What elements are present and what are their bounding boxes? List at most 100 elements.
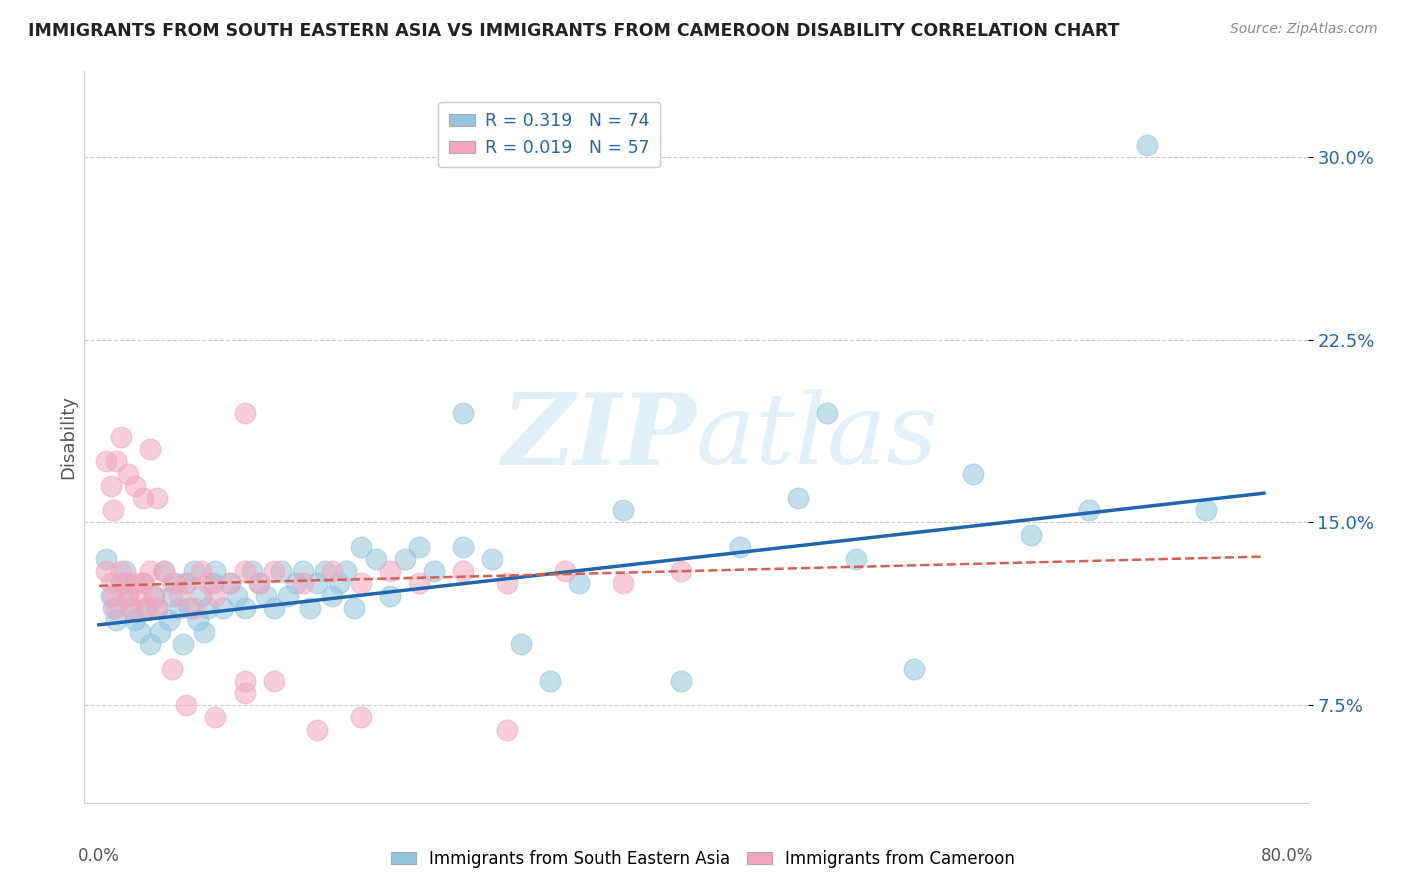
Point xyxy=(612,576,634,591)
Text: IMMIGRANTS FROM SOUTH EASTERN ASIA VS IMMIGRANTS FROM CAMEROON DISABILITY CORREL: IMMIGRANTS FROM SOUTH EASTERN ASIA VS IM… xyxy=(28,22,1119,40)
Point xyxy=(364,552,387,566)
Point xyxy=(495,723,517,737)
Point xyxy=(114,576,136,591)
Point xyxy=(219,576,242,591)
Point xyxy=(350,576,373,591)
Point xyxy=(157,613,180,627)
Point xyxy=(105,600,128,615)
Point xyxy=(120,600,142,615)
Point xyxy=(394,552,416,566)
Point xyxy=(139,564,162,578)
Point xyxy=(160,589,183,603)
Point xyxy=(408,576,430,591)
Point xyxy=(114,564,136,578)
Point xyxy=(263,673,285,688)
Point xyxy=(254,589,277,603)
Point xyxy=(103,600,125,615)
Point xyxy=(131,576,153,591)
Point xyxy=(1078,503,1101,517)
Point xyxy=(307,723,329,737)
Point xyxy=(263,600,285,615)
Point xyxy=(204,564,226,578)
Point xyxy=(270,564,292,578)
Point xyxy=(183,600,205,615)
Point xyxy=(307,576,329,591)
Point xyxy=(100,589,122,603)
Point xyxy=(96,564,118,578)
Point xyxy=(299,600,322,615)
Point xyxy=(110,576,132,591)
Legend: Immigrants from South Eastern Asia, Immigrants from Cameroon: Immigrants from South Eastern Asia, Immi… xyxy=(384,844,1022,875)
Point xyxy=(190,564,212,578)
Point xyxy=(612,503,634,517)
Point xyxy=(495,576,517,591)
Point xyxy=(240,564,263,578)
Point xyxy=(219,576,242,591)
Point xyxy=(263,564,285,578)
Point xyxy=(172,637,194,651)
Point xyxy=(335,564,357,578)
Point xyxy=(143,589,166,603)
Point xyxy=(233,406,256,420)
Point xyxy=(135,600,157,615)
Point xyxy=(190,589,212,603)
Point xyxy=(671,564,693,578)
Point xyxy=(845,552,868,566)
Point xyxy=(105,613,128,627)
Point xyxy=(481,552,503,566)
Point xyxy=(201,576,224,591)
Point xyxy=(451,540,474,554)
Point xyxy=(451,406,474,420)
Point xyxy=(671,673,693,688)
Point xyxy=(1195,503,1218,517)
Point xyxy=(174,698,197,713)
Point xyxy=(174,576,197,591)
Point xyxy=(124,479,146,493)
Point xyxy=(139,442,162,457)
Point xyxy=(568,576,591,591)
Point xyxy=(146,600,169,615)
Point xyxy=(423,564,446,578)
Point xyxy=(380,589,402,603)
Point xyxy=(117,589,139,603)
Point xyxy=(179,600,201,615)
Point xyxy=(1136,137,1159,152)
Point xyxy=(314,564,336,578)
Point xyxy=(197,600,219,615)
Point xyxy=(105,454,128,468)
Point xyxy=(117,467,139,481)
Point xyxy=(408,540,430,554)
Point xyxy=(139,637,162,651)
Point xyxy=(124,576,146,591)
Point xyxy=(211,600,233,615)
Point xyxy=(291,576,314,591)
Point xyxy=(247,576,270,591)
Point xyxy=(187,613,209,627)
Point xyxy=(233,564,256,578)
Point xyxy=(160,576,183,591)
Point xyxy=(124,613,146,627)
Point xyxy=(174,576,197,591)
Point xyxy=(100,479,122,493)
Point xyxy=(328,576,350,591)
Point xyxy=(131,576,153,591)
Point xyxy=(247,576,270,591)
Point xyxy=(233,686,256,700)
Point xyxy=(149,625,172,640)
Point xyxy=(160,662,183,676)
Point xyxy=(233,673,256,688)
Point xyxy=(538,673,561,688)
Point xyxy=(117,589,139,603)
Point xyxy=(146,600,169,615)
Point xyxy=(204,710,226,724)
Point xyxy=(277,589,299,603)
Point xyxy=(143,589,166,603)
Point xyxy=(110,564,132,578)
Point xyxy=(321,564,343,578)
Legend: R = 0.319   N = 74, R = 0.019   N = 57: R = 0.319 N = 74, R = 0.019 N = 57 xyxy=(439,102,661,168)
Point xyxy=(146,491,169,505)
Point xyxy=(728,540,751,554)
Point xyxy=(167,589,190,603)
Point xyxy=(350,540,373,554)
Point xyxy=(96,454,118,468)
